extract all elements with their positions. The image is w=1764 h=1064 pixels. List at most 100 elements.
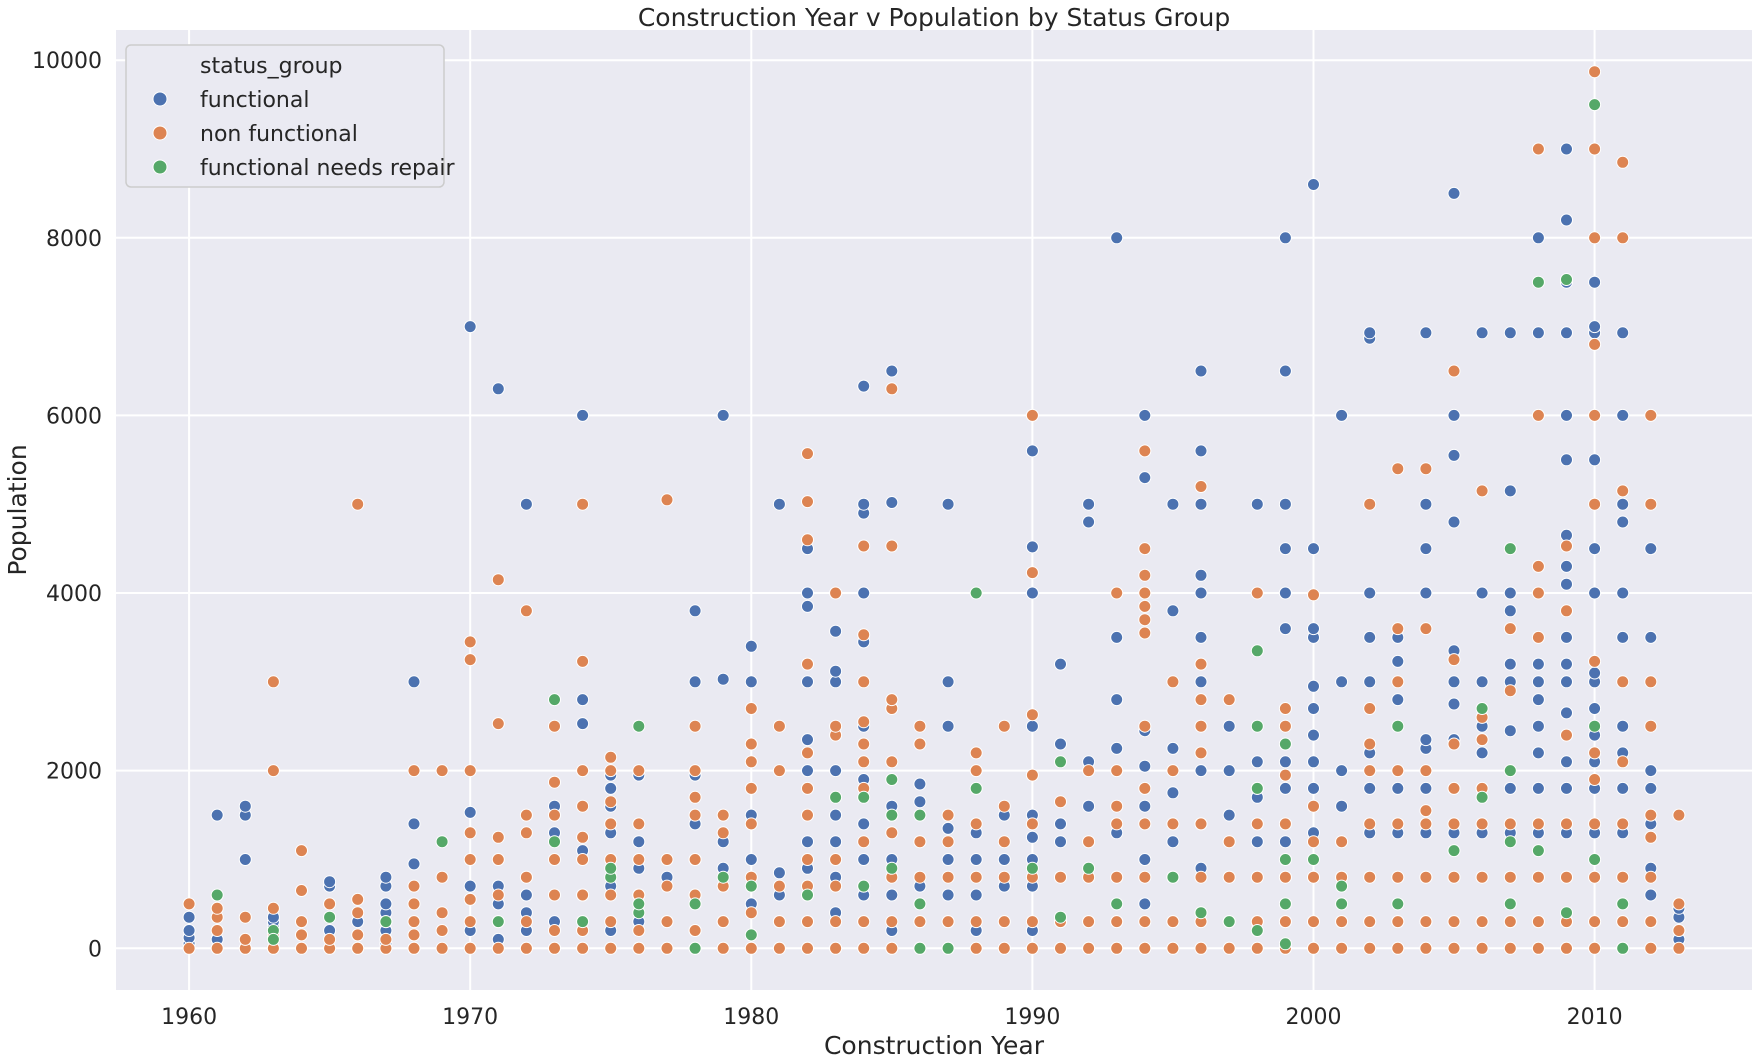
data-point <box>1222 764 1236 778</box>
data-point <box>688 604 702 618</box>
data-point <box>266 932 280 946</box>
data-point <box>1503 941 1517 955</box>
data-point <box>1588 915 1602 929</box>
data-point <box>1588 65 1602 79</box>
data-point <box>1166 870 1180 884</box>
data-point <box>1560 706 1573 720</box>
data-point <box>1025 444 1039 458</box>
data-point <box>379 870 393 884</box>
data-point <box>1194 568 1208 582</box>
data-point <box>548 853 561 866</box>
data-point <box>182 910 196 924</box>
legend-marker <box>152 91 168 107</box>
data-point <box>913 777 927 791</box>
data-point <box>801 915 814 929</box>
data-point <box>1307 755 1320 769</box>
data-point <box>548 693 561 707</box>
data-point <box>1194 906 1208 920</box>
data-point <box>1475 746 1489 760</box>
data-point <box>1588 941 1602 955</box>
data-point <box>1672 941 1686 955</box>
data-point <box>744 853 758 866</box>
data-point <box>576 497 590 511</box>
data-point <box>969 817 983 831</box>
data-point <box>801 586 814 600</box>
y-tick-label: 0 <box>88 937 102 962</box>
data-point <box>632 897 646 911</box>
data-point <box>295 884 308 897</box>
data-point <box>1250 755 1264 769</box>
data-point <box>829 764 843 778</box>
data-point <box>1138 870 1152 884</box>
legend-box <box>125 44 445 188</box>
data-point <box>744 781 758 795</box>
data-point <box>801 746 814 760</box>
data-point <box>857 835 871 849</box>
data-point <box>1166 817 1180 831</box>
data-point <box>857 737 871 751</box>
data-point <box>1250 941 1264 955</box>
data-point <box>407 928 421 942</box>
data-point <box>744 928 758 942</box>
data-point <box>1082 861 1096 875</box>
data-point <box>1588 853 1602 866</box>
data-point <box>688 924 702 937</box>
data-point <box>885 773 899 786</box>
data-point <box>969 764 983 778</box>
y-tick-label: 8000 <box>46 227 102 252</box>
data-point <box>1503 684 1517 698</box>
data-point <box>1363 675 1377 689</box>
data-point <box>1391 764 1405 778</box>
data-point <box>1588 542 1602 556</box>
data-point <box>885 888 899 902</box>
data-point <box>1025 861 1039 875</box>
data-point <box>1278 817 1292 831</box>
data-point <box>1447 781 1461 795</box>
data-point <box>632 924 646 937</box>
data-point <box>1307 728 1320 742</box>
data-point <box>1025 915 1039 929</box>
data-point <box>829 915 843 929</box>
data-point <box>266 764 280 778</box>
data-point <box>1644 941 1658 955</box>
data-point <box>519 826 533 840</box>
data-point <box>744 675 758 689</box>
data-point <box>829 941 843 955</box>
data-point <box>604 941 618 955</box>
data-point <box>1278 755 1292 769</box>
data-point <box>463 826 477 840</box>
data-point <box>576 654 590 668</box>
data-point <box>1616 586 1630 600</box>
data-point <box>1588 666 1602 680</box>
data-point <box>1419 870 1433 884</box>
data-point <box>1588 408 1602 422</box>
data-point <box>1447 364 1461 378</box>
data-point <box>463 853 477 866</box>
data-point <box>1531 870 1545 884</box>
data-point <box>1194 364 1208 378</box>
y-tick-label: 10000 <box>32 49 102 74</box>
data-point <box>1250 924 1264 937</box>
data-point <box>772 764 786 778</box>
data-point <box>913 737 927 751</box>
data-point <box>1278 915 1292 929</box>
data-point <box>913 915 927 929</box>
data-point <box>1644 808 1658 822</box>
data-point <box>1503 724 1517 738</box>
data-point <box>1419 326 1433 340</box>
data-point <box>997 719 1011 733</box>
data-point <box>323 910 337 924</box>
data-point <box>801 495 814 509</box>
data-point <box>857 915 871 929</box>
data-point <box>1588 719 1602 733</box>
data-point <box>1616 326 1630 340</box>
data-point <box>1560 781 1573 795</box>
data-point <box>1447 844 1461 858</box>
data-point <box>857 628 871 642</box>
data-point <box>519 497 533 511</box>
data-point <box>1644 408 1658 422</box>
data-point <box>1278 702 1292 715</box>
data-point <box>210 808 224 822</box>
x-tick-label: 1990 <box>1004 1005 1060 1030</box>
